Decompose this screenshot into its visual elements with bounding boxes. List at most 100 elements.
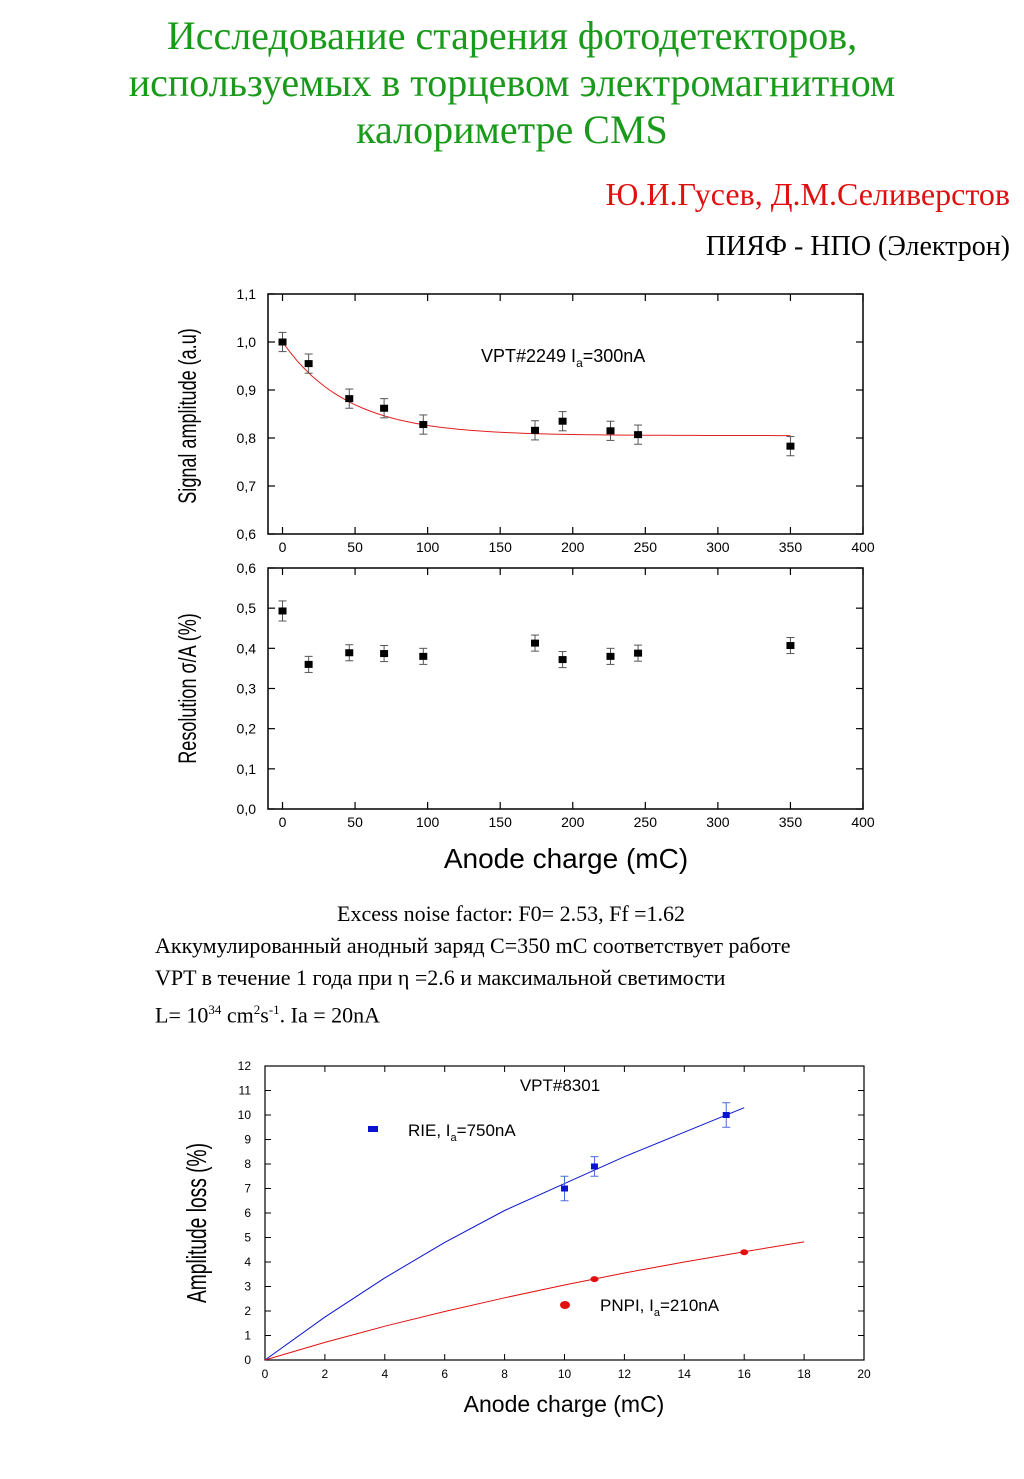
loss-x-tick-label: 8	[501, 1367, 508, 1381]
signal-amplitude-chart: 0 50 100 150 200 250 300 350 400 0,6 0,7 0,8 0,9 1,0 1…	[173, 286, 875, 874]
resolution-y-tick-label: 0,3	[237, 681, 257, 697]
amplitude-x-tick-label: 300	[706, 539, 730, 555]
amplitude-y-axis-label: Signal amplitude (a.u)	[173, 328, 202, 503]
resolution-y-tick-label: 0,5	[237, 600, 257, 616]
loss-y-tick-label: 4	[244, 1255, 251, 1269]
rie-data-point	[561, 1185, 568, 1192]
resolution-x-tick-label: 250	[634, 814, 658, 830]
amplitude-x-tick-label: 400	[851, 539, 875, 555]
amplitude-x-tick-label: 0	[279, 539, 287, 555]
legend-rie-label: RIE, Ia=750nA	[408, 1121, 516, 1144]
loss-plot-border	[264, 1065, 865, 1361]
legend-pnpi-sub: a	[654, 1307, 661, 1319]
note-lum-prefix: L= 10	[155, 1002, 209, 1028]
loss-x-tick-label: 14	[678, 1367, 692, 1381]
amplitude-data-point	[606, 427, 615, 435]
amplitude-data	[278, 331, 795, 457]
loss-y-tick-label: 0	[244, 1353, 251, 1367]
legend-pnpi-main: PNPI, I	[600, 1296, 654, 1315]
rie-fit-curve	[264, 1107, 745, 1361]
loss-y-tick-label: 5	[244, 1231, 251, 1245]
legend-rie-sub: a	[451, 1132, 458, 1144]
loss-x-tick-label: 6	[441, 1367, 448, 1381]
resolution-x-tick-label: 50	[347, 814, 363, 830]
loss-y-tick-label: 11	[239, 1084, 252, 1098]
amplitude-frame: 0 50 100 150 200 250 300 350 400 0,6 0,7 0,8 0,9 1,0 1…	[237, 286, 875, 555]
amplitude-x-tick-label: 350	[779, 539, 803, 555]
amplitude-plot-border	[267, 293, 864, 535]
loss-y-tick-label: 9	[244, 1133, 251, 1147]
note-vpt-year: VPT в течение 1 года при η =2.6 и максим…	[155, 965, 726, 990]
resolution-y-axis-label: Resolution σ/A (%)	[173, 613, 202, 763]
amplitude-data-point	[531, 426, 540, 434]
note-lum-mid2: s	[260, 1002, 269, 1028]
resolution-y-tick-label: 0,6	[237, 560, 257, 576]
resolution-data-point	[278, 607, 287, 615]
legend-rie-marker	[368, 1126, 378, 1132]
legend-pnpi-tail: =210nA	[660, 1296, 720, 1315]
organization: ПИЯФ - НПО (Электрон)	[705, 231, 1010, 262]
resolution-frame: 0 50 100 150 200 250 300 350 400 0,0 0,1 0,2 0,3 0,4 0…	[237, 560, 875, 830]
title-line-1: Исследование старения фотодетекторов,	[166, 13, 858, 58]
loss-y-tick-label: 2	[244, 1304, 251, 1318]
note-lum-suffix: . Ia = 20nA	[279, 1002, 381, 1028]
amplitude-data-point	[786, 442, 795, 450]
amplitude-y-tick-label: 0,8	[237, 430, 257, 446]
amplitude-x-tick-label: 250	[634, 539, 658, 555]
resolution-y-tick-label: 0,0	[237, 801, 257, 817]
loss-y-tick-label: 7	[244, 1182, 251, 1196]
amplitude-y-tick-label: 0,6	[237, 526, 257, 542]
loss-y-tick-label: 12	[238, 1059, 252, 1073]
loss-y-tick-label: 6	[244, 1206, 251, 1220]
legend-pnpi-label: PNPI, Ia=210nA	[600, 1296, 720, 1319]
resolution-data-point	[380, 650, 389, 658]
loss-y-tick-label: 8	[244, 1157, 251, 1171]
amplitude-data-point	[419, 421, 428, 429]
amplitude-data-point	[304, 360, 313, 368]
resolution-x-tick-label: 0	[279, 814, 287, 830]
resolution-x-tick-label: 350	[779, 814, 803, 830]
amplitude-data-point	[380, 404, 389, 412]
resolution-y-tick-label: 0,1	[237, 761, 257, 777]
loss-y-tick-label: 10	[238, 1108, 252, 1122]
loss-x-tick-label: 10	[558, 1367, 572, 1381]
resolution-y-tick-label: 0,4	[237, 640, 257, 656]
resolution-data-point	[558, 656, 567, 664]
loss-x-tick-label: 16	[738, 1367, 752, 1381]
title-line-3: калориметре CMS	[356, 107, 668, 152]
loss-x-tick-label: 20	[857, 1367, 871, 1381]
resolution-data-point	[419, 652, 428, 660]
amplitude-annotation-main: VPT#2249 I	[481, 346, 576, 366]
page-title: Исследование старения фотодетекторов, ис…	[0, 12, 1024, 153]
legend-rie-tail: =750nA	[457, 1121, 517, 1140]
loss-chart-title: VPT#8301	[520, 1076, 600, 1095]
rie-data-point	[722, 1112, 730, 1118]
resolution-x-axis-label: Anode charge (mC)	[444, 843, 688, 874]
pnpi-data-point	[740, 1249, 749, 1256]
notes-block: Excess noise factor: F0= 2.53, Ff =1.62 …	[155, 898, 955, 1031]
resolution-x-tick-label: 200	[561, 814, 585, 830]
note-lum-exp3: -1	[268, 1002, 280, 1017]
note-lum-exp1: 34	[208, 1002, 222, 1017]
resolution-data-point	[606, 652, 615, 660]
resolution-x-tick-label: 400	[851, 814, 875, 830]
resolution-x-tick-label: 150	[489, 814, 513, 830]
loss-y-tick-label: 1	[244, 1329, 251, 1343]
pnpi-data-point	[590, 1276, 599, 1283]
loss-x-tick-label: 0	[262, 1367, 269, 1381]
resolution-data-point	[304, 660, 313, 668]
amplitude-y-tick-label: 0,7	[237, 478, 257, 494]
note-lum-exp2: 2	[253, 1002, 261, 1017]
loss-y-tick-label: 3	[244, 1280, 251, 1294]
note-luminosity: L= 1034 cm2s-1. Ia = 20nA	[155, 994, 955, 1031]
amplitude-x-tick-label: 100	[416, 539, 440, 555]
loss-data	[264, 1102, 805, 1361]
note-lum-mid1: cm	[221, 1002, 254, 1028]
resolution-data-point	[345, 649, 354, 657]
note-noise-factor: Excess noise factor: F0= 2.53, Ff =1.62	[337, 901, 686, 926]
title-line-2: используемых в торцевом электромагнитном	[128, 60, 896, 105]
amplitude-x-tick-label: 150	[489, 539, 513, 555]
note-accumulated-charge: Аккумулированный анодный заряд С=350 mC …	[155, 933, 791, 958]
